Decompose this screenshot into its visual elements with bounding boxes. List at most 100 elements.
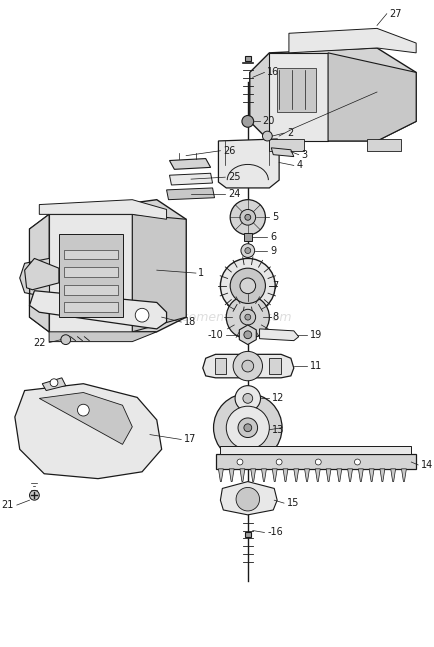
Bar: [269, 358, 280, 374]
Text: 5: 5: [272, 212, 278, 223]
Polygon shape: [347, 469, 352, 481]
Polygon shape: [30, 200, 186, 332]
Text: 22: 22: [33, 338, 46, 347]
Circle shape: [234, 386, 260, 411]
Bar: [276, 67, 316, 111]
Circle shape: [243, 331, 251, 338]
Circle shape: [77, 404, 89, 416]
Polygon shape: [218, 139, 279, 188]
Polygon shape: [39, 393, 132, 444]
Circle shape: [241, 360, 253, 372]
Circle shape: [240, 210, 255, 225]
Circle shape: [241, 116, 253, 127]
Bar: [64, 302, 117, 313]
Polygon shape: [132, 214, 186, 332]
Polygon shape: [288, 28, 415, 53]
Polygon shape: [49, 214, 132, 332]
Polygon shape: [49, 332, 156, 342]
Polygon shape: [240, 469, 244, 481]
Polygon shape: [15, 384, 161, 479]
Text: 16: 16: [267, 67, 279, 78]
Circle shape: [233, 351, 262, 381]
Circle shape: [315, 459, 320, 465]
Bar: [366, 139, 401, 151]
Polygon shape: [169, 159, 210, 170]
Polygon shape: [271, 148, 293, 157]
Polygon shape: [358, 469, 362, 481]
Bar: [64, 285, 117, 294]
Text: 14: 14: [420, 460, 432, 470]
Circle shape: [243, 424, 251, 432]
Bar: [244, 531, 250, 538]
Polygon shape: [39, 200, 166, 219]
Text: 8: 8: [272, 312, 278, 322]
Text: 13: 13: [272, 424, 284, 435]
Polygon shape: [249, 48, 415, 141]
Text: 12: 12: [272, 393, 284, 403]
Text: -10: -10: [207, 330, 223, 340]
Polygon shape: [169, 173, 212, 185]
Text: 4: 4: [296, 160, 302, 170]
Text: 18: 18: [184, 317, 196, 327]
Circle shape: [354, 459, 359, 465]
Circle shape: [213, 393, 281, 462]
Polygon shape: [283, 469, 287, 481]
Bar: [244, 56, 250, 61]
Polygon shape: [336, 469, 341, 481]
Circle shape: [244, 214, 250, 220]
Circle shape: [226, 296, 269, 338]
Polygon shape: [401, 469, 405, 481]
Circle shape: [230, 269, 265, 303]
Text: 7: 7: [272, 281, 278, 291]
Text: ereplacementparts.com: ereplacementparts.com: [142, 311, 292, 324]
Circle shape: [230, 200, 265, 235]
Bar: [59, 234, 122, 317]
Text: 9: 9: [270, 246, 276, 256]
Circle shape: [61, 334, 70, 345]
Bar: [269, 139, 303, 151]
Circle shape: [237, 418, 257, 437]
Bar: [64, 267, 117, 277]
Polygon shape: [327, 53, 415, 141]
Polygon shape: [202, 355, 293, 378]
Polygon shape: [20, 214, 49, 332]
Circle shape: [240, 278, 255, 294]
Circle shape: [236, 487, 259, 511]
Text: 6: 6: [270, 232, 276, 242]
Circle shape: [220, 258, 275, 313]
Bar: [220, 446, 410, 454]
Polygon shape: [259, 329, 298, 340]
Text: 1: 1: [197, 268, 204, 278]
Polygon shape: [304, 469, 309, 481]
Polygon shape: [379, 469, 384, 481]
Circle shape: [30, 490, 39, 500]
Circle shape: [244, 248, 250, 254]
Polygon shape: [293, 469, 298, 481]
Polygon shape: [25, 258, 59, 290]
Bar: [214, 358, 226, 374]
Text: 26: 26: [223, 146, 235, 156]
Polygon shape: [368, 469, 373, 481]
Text: 27: 27: [389, 8, 401, 19]
Bar: [64, 250, 117, 259]
Polygon shape: [250, 469, 255, 481]
Polygon shape: [218, 469, 223, 481]
Polygon shape: [42, 378, 66, 391]
Circle shape: [135, 309, 148, 322]
Circle shape: [240, 244, 254, 258]
Polygon shape: [315, 469, 319, 481]
Bar: [243, 233, 251, 241]
Polygon shape: [272, 469, 276, 481]
Circle shape: [242, 393, 252, 403]
Text: 15: 15: [286, 498, 299, 508]
Text: 2: 2: [286, 128, 293, 138]
Text: 21: 21: [1, 500, 14, 510]
Circle shape: [240, 309, 255, 325]
Circle shape: [237, 459, 242, 465]
Polygon shape: [239, 325, 256, 345]
Circle shape: [226, 406, 269, 449]
Circle shape: [244, 314, 250, 320]
Polygon shape: [261, 469, 266, 481]
Text: 19: 19: [309, 330, 321, 340]
Circle shape: [276, 459, 281, 465]
